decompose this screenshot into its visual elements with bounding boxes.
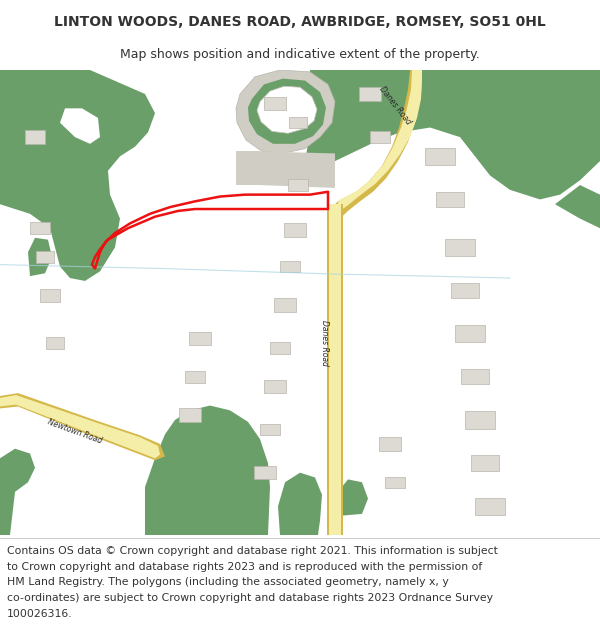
Text: Contains OS data © Crown copyright and database right 2021. This information is : Contains OS data © Crown copyright and d… — [7, 546, 498, 556]
Polygon shape — [461, 369, 489, 384]
Text: HM Land Registry. The polygons (including the associated geometry, namely x, y: HM Land Registry. The polygons (includin… — [7, 578, 449, 587]
Polygon shape — [25, 131, 45, 144]
Text: to Crown copyright and database rights 2023 and is reproduced with the permissio: to Crown copyright and database rights 2… — [7, 561, 482, 571]
Polygon shape — [274, 298, 296, 312]
Polygon shape — [185, 371, 205, 382]
Polygon shape — [335, 70, 422, 219]
Polygon shape — [30, 222, 50, 234]
Polygon shape — [46, 338, 64, 349]
Polygon shape — [555, 185, 600, 228]
Polygon shape — [329, 204, 341, 535]
Polygon shape — [445, 239, 475, 256]
Text: Danes Road: Danes Road — [377, 84, 413, 126]
Text: co-ordinates) are subject to Crown copyright and database rights 2023 Ordnance S: co-ordinates) are subject to Crown copyr… — [7, 593, 493, 603]
Polygon shape — [145, 406, 270, 535]
Polygon shape — [359, 88, 381, 101]
Polygon shape — [338, 70, 422, 211]
Polygon shape — [475, 498, 505, 515]
Polygon shape — [284, 223, 306, 237]
Polygon shape — [327, 204, 343, 535]
Polygon shape — [60, 108, 100, 144]
Polygon shape — [305, 70, 600, 199]
Polygon shape — [0, 449, 35, 535]
Polygon shape — [270, 342, 290, 354]
Polygon shape — [465, 411, 495, 429]
Polygon shape — [370, 131, 390, 143]
Polygon shape — [260, 424, 280, 435]
Polygon shape — [278, 472, 322, 535]
Polygon shape — [289, 117, 307, 129]
Text: Danes Road: Danes Road — [320, 320, 329, 366]
Polygon shape — [264, 97, 286, 110]
Polygon shape — [179, 409, 201, 422]
Polygon shape — [338, 479, 368, 516]
Polygon shape — [236, 70, 335, 153]
Polygon shape — [288, 179, 308, 191]
Polygon shape — [260, 151, 335, 188]
Polygon shape — [40, 289, 60, 302]
Text: LINTON WOODS, DANES ROAD, AWBRIDGE, ROMSEY, SO51 0HL: LINTON WOODS, DANES ROAD, AWBRIDGE, ROMS… — [54, 16, 546, 29]
Polygon shape — [436, 192, 464, 207]
Polygon shape — [248, 79, 326, 144]
Polygon shape — [471, 456, 499, 471]
Polygon shape — [280, 261, 300, 272]
Polygon shape — [451, 283, 479, 298]
Text: Newtown Road: Newtown Road — [47, 418, 103, 446]
Polygon shape — [379, 438, 401, 451]
Polygon shape — [0, 395, 160, 458]
Polygon shape — [385, 476, 405, 488]
Text: 100026316.: 100026316. — [7, 609, 73, 619]
Polygon shape — [254, 466, 276, 479]
Polygon shape — [236, 151, 260, 185]
Polygon shape — [0, 393, 165, 460]
Polygon shape — [425, 148, 455, 165]
Polygon shape — [0, 70, 155, 281]
Text: Map shows position and indicative extent of the property.: Map shows position and indicative extent… — [120, 48, 480, 61]
Polygon shape — [36, 251, 54, 262]
Polygon shape — [257, 86, 317, 133]
Polygon shape — [264, 379, 286, 393]
Polygon shape — [189, 332, 211, 345]
Polygon shape — [28, 238, 52, 276]
Polygon shape — [455, 325, 485, 342]
